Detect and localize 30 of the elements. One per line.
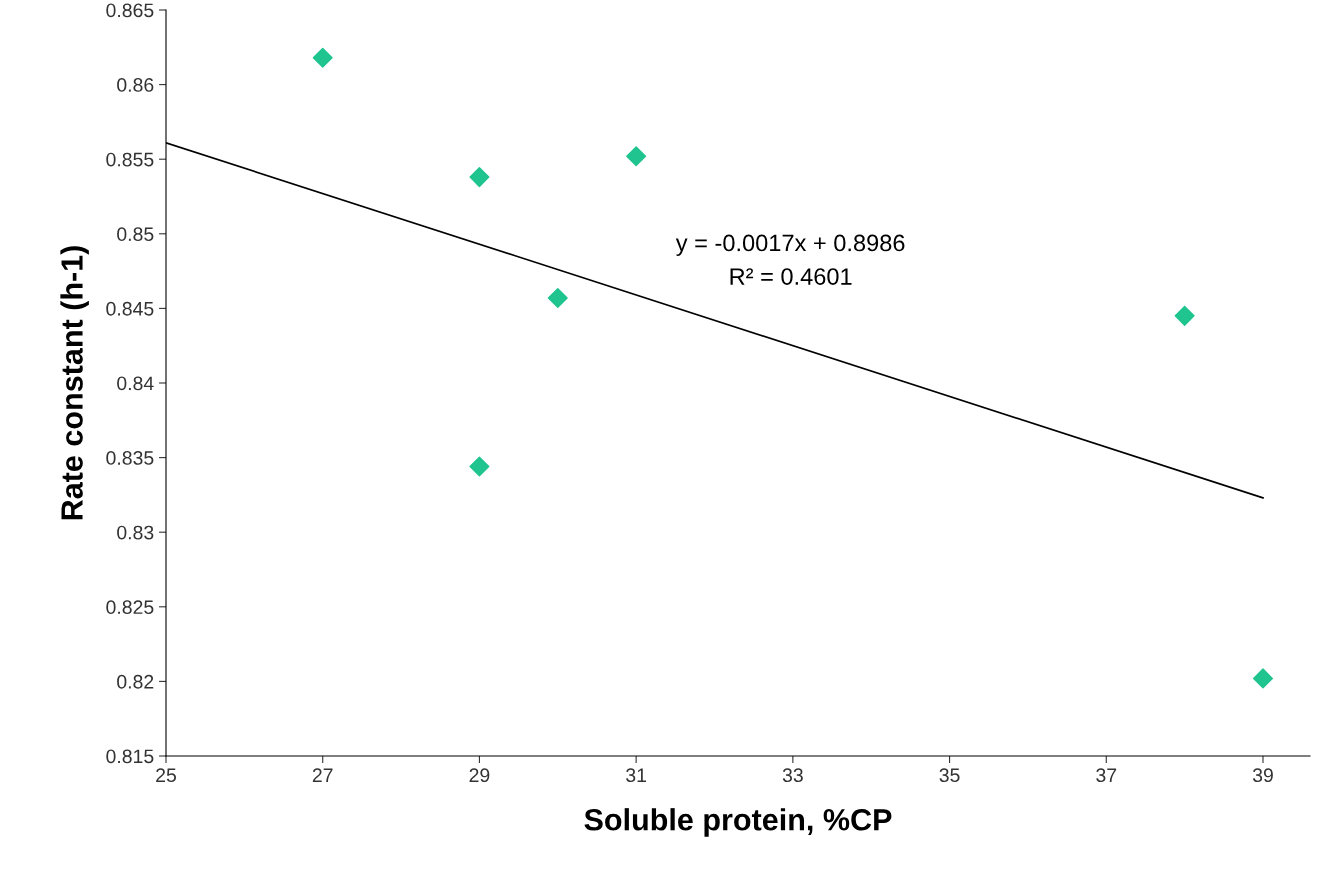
point — [469, 167, 490, 188]
y-tick-label: 0.83 — [117, 525, 154, 540]
y-tick-label: 0.84 — [117, 376, 154, 391]
x-tick-label: 35 — [939, 768, 960, 783]
point — [626, 146, 647, 167]
x-tick-label: 31 — [626, 768, 646, 783]
y-tick-label: 0.825 — [106, 600, 154, 615]
y-tick-label: 0.845 — [106, 301, 154, 316]
x-axis-title: Soluble protein, %CP — [584, 808, 892, 837]
x-tick-label: 37 — [1096, 768, 1117, 783]
point — [1174, 305, 1195, 326]
annotation: R² = 0.4601 — [730, 268, 852, 285]
annotation: y = -0.0017x + 0.8986 — [675, 234, 905, 256]
y-tick-label: 0.815 — [106, 749, 154, 764]
point — [547, 287, 568, 308]
y-tick-label: 0.855 — [106, 152, 154, 167]
y-tick-label: 0.86 — [117, 78, 154, 92]
x-tick-label: 29 — [469, 768, 490, 783]
point — [1252, 668, 1273, 689]
point — [469, 456, 490, 477]
point — [312, 47, 333, 68]
y-tick-label: 0.82 — [117, 674, 154, 689]
x-tick-label: 27 — [312, 768, 333, 782]
y-tick-label: 0.85 — [117, 227, 154, 242]
y-tick-label: 0.865 — [106, 3, 154, 18]
y-tick-label: 0.835 — [106, 451, 154, 465]
x-tick-label: 39 — [1252, 768, 1273, 783]
y-axis-title: Rate constant (h-1) — [60, 246, 89, 520]
x-tick-label: 25 — [156, 768, 176, 783]
x-tick-label: 33 — [782, 768, 803, 783]
